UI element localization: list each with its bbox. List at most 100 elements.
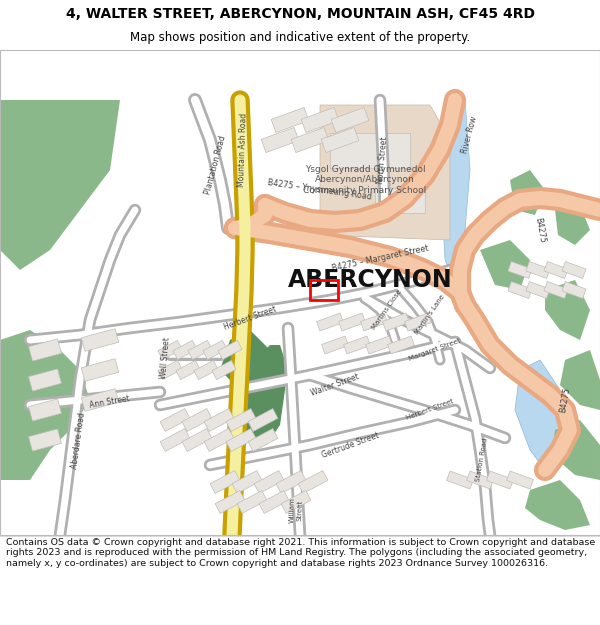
- Text: Martins Close: Martins Close: [371, 289, 403, 331]
- Bar: [487, 471, 514, 489]
- Bar: [232, 471, 262, 493]
- Bar: [375, 188, 425, 213]
- Bar: [361, 313, 388, 331]
- Bar: [81, 359, 119, 381]
- Bar: [226, 409, 256, 431]
- Text: Aberdare Road: Aberdare Road: [70, 411, 86, 469]
- Polygon shape: [552, 420, 600, 480]
- Polygon shape: [510, 170, 545, 215]
- Bar: [212, 361, 236, 379]
- Text: Plantation Road: Plantation Road: [203, 134, 227, 196]
- Text: Station Road: Station Road: [475, 438, 489, 483]
- Text: B4275: B4275: [559, 386, 572, 414]
- Bar: [194, 361, 218, 379]
- Bar: [204, 409, 234, 431]
- Bar: [215, 491, 245, 513]
- Text: ABERCYNON: ABERCYNON: [287, 268, 452, 292]
- Bar: [317, 313, 343, 331]
- Bar: [271, 107, 309, 132]
- Bar: [298, 471, 328, 493]
- Bar: [365, 336, 392, 354]
- Bar: [331, 107, 369, 132]
- Bar: [344, 336, 370, 354]
- Polygon shape: [0, 100, 120, 270]
- Text: 4, WALTER STREET, ABERCYNON, MOUNTAIN ASH, CF45 4RD: 4, WALTER STREET, ABERCYNON, MOUNTAIN AS…: [65, 7, 535, 21]
- Bar: [176, 361, 200, 379]
- Text: Margaret Street: Margaret Street: [408, 338, 462, 362]
- Text: North Street: North Street: [376, 136, 389, 184]
- Bar: [248, 429, 278, 451]
- Bar: [544, 261, 568, 279]
- Bar: [81, 389, 119, 411]
- Text: Martin's Lane: Martin's Lane: [414, 294, 446, 336]
- Bar: [237, 491, 267, 513]
- Polygon shape: [515, 360, 570, 470]
- Bar: [446, 471, 473, 489]
- Bar: [203, 341, 227, 359]
- Text: Herbert Street: Herbert Street: [406, 399, 455, 421]
- Bar: [322, 336, 349, 354]
- Polygon shape: [442, 100, 470, 280]
- Text: Ysgol Gynradd Gymunedol
Abercynon/Abercynon
Community Primary School: Ysgol Gynradd Gymunedol Abercynon/Abercy…: [304, 165, 427, 195]
- Text: Map shows position and indicative extent of the property.: Map shows position and indicative extent…: [130, 31, 470, 44]
- Bar: [506, 471, 533, 489]
- Bar: [81, 329, 119, 351]
- Bar: [291, 127, 329, 152]
- Text: Mountain Ash Road: Mountain Ash Road: [237, 112, 249, 188]
- Bar: [218, 341, 242, 359]
- Text: B4275 – Margaret Street: B4275 – Margaret Street: [331, 243, 429, 272]
- Polygon shape: [220, 330, 270, 390]
- Bar: [276, 471, 306, 493]
- Bar: [301, 107, 339, 132]
- Text: B4275 – Ynysmeurig Road: B4275 – Ynysmeurig Road: [268, 178, 373, 202]
- Bar: [330, 132, 410, 168]
- Bar: [508, 281, 532, 299]
- Bar: [562, 281, 586, 299]
- Bar: [29, 339, 61, 361]
- Bar: [173, 341, 197, 359]
- Bar: [467, 471, 493, 489]
- Text: Contains OS data © Crown copyright and database right 2021. This information is : Contains OS data © Crown copyright and d…: [6, 538, 595, 568]
- Polygon shape: [480, 240, 530, 290]
- Bar: [404, 313, 431, 331]
- Bar: [29, 369, 61, 391]
- Bar: [188, 341, 212, 359]
- Polygon shape: [320, 105, 450, 240]
- Text: Ann Street: Ann Street: [89, 394, 131, 410]
- Text: Herbert Street: Herbert Street: [223, 304, 277, 332]
- Bar: [158, 341, 182, 359]
- Text: Walter Street: Walter Street: [310, 372, 361, 398]
- Bar: [562, 261, 586, 279]
- Bar: [254, 471, 284, 493]
- Bar: [29, 429, 61, 451]
- Bar: [544, 281, 568, 299]
- Polygon shape: [525, 480, 590, 530]
- Bar: [321, 127, 359, 152]
- Bar: [204, 429, 234, 451]
- Bar: [210, 471, 240, 493]
- Polygon shape: [545, 280, 590, 340]
- Polygon shape: [240, 345, 285, 445]
- Bar: [526, 281, 550, 299]
- Bar: [383, 313, 409, 331]
- Bar: [248, 409, 278, 431]
- Bar: [310, 280, 338, 300]
- Text: Well Street: Well Street: [158, 337, 172, 379]
- Bar: [182, 409, 212, 431]
- Bar: [29, 399, 61, 421]
- Bar: [508, 261, 532, 279]
- Bar: [261, 127, 299, 152]
- Bar: [388, 336, 415, 354]
- Text: River Row: River Row: [461, 116, 479, 154]
- Bar: [526, 261, 550, 279]
- Polygon shape: [555, 205, 590, 245]
- Polygon shape: [0, 100, 90, 480]
- Bar: [160, 429, 190, 451]
- Bar: [160, 409, 190, 431]
- Bar: [226, 429, 256, 451]
- Bar: [259, 491, 289, 513]
- Bar: [281, 491, 311, 513]
- Polygon shape: [560, 350, 600, 410]
- Text: Gertrude Street: Gertrude Street: [320, 431, 380, 459]
- Text: B4275: B4275: [533, 216, 547, 244]
